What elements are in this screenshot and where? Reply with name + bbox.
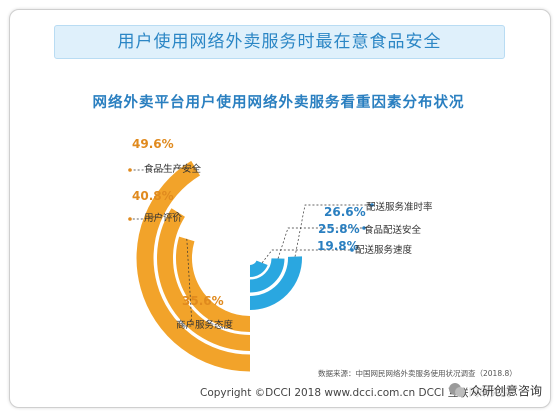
leader-line-6 xyxy=(261,249,352,264)
leader-dot-3 xyxy=(178,324,182,328)
bar-6 xyxy=(249,260,268,278)
bar-3 xyxy=(175,236,251,332)
category-label-1: 食品生产安全 xyxy=(144,163,202,175)
copyright-text: Copyright ©DCCI 2018 www.dcci.com.cn DCC… xyxy=(200,387,511,399)
bar-2 xyxy=(157,208,251,351)
value-label-5: 25.8% xyxy=(318,222,360,236)
data-source: 数据来源：中国网民网络外卖服务使用状况调查（2018.8） xyxy=(318,369,517,378)
bar-1 xyxy=(136,160,251,372)
leader-dot-6 xyxy=(350,248,354,252)
watermark: 众研创意咨询 xyxy=(468,382,545,399)
chart-subtitle: 网络外卖平台用户使用网络外卖服务看重因素分布状况 xyxy=(92,95,465,111)
value-label-3: 35.6% xyxy=(182,294,224,308)
leader-line-2 xyxy=(130,212,179,220)
leader-dot-5 xyxy=(362,226,366,230)
leader-line-5 xyxy=(277,227,364,259)
leader-line-1 xyxy=(130,167,196,171)
category-label-4: 配送服务准时率 xyxy=(366,201,433,213)
chart-card xyxy=(9,9,551,408)
leader-dot-2 xyxy=(128,217,132,221)
category-label-3: 商户服务态度 xyxy=(176,319,234,331)
value-label-1: 49.6% xyxy=(132,137,174,151)
leader-line-4 xyxy=(294,204,372,257)
category-label-5: 食品配送安全 xyxy=(364,224,422,236)
bar-5 xyxy=(249,257,285,293)
leader-line-3 xyxy=(180,238,193,327)
category-label-2: 用户评价 xyxy=(144,212,183,224)
wechat-icon xyxy=(449,383,465,397)
banner-title: 用户使用网络外卖服务时最在意食品安全 xyxy=(54,25,505,59)
leader-dot-1 xyxy=(128,168,132,172)
value-label-4: 26.6% xyxy=(324,205,366,219)
bar-4 xyxy=(249,256,302,310)
category-label-6: 配送服务速度 xyxy=(355,244,413,256)
value-label-2: 40.8% xyxy=(132,189,174,203)
leader-dot-4 xyxy=(370,203,374,207)
value-label-6: 19.8% xyxy=(317,239,359,253)
